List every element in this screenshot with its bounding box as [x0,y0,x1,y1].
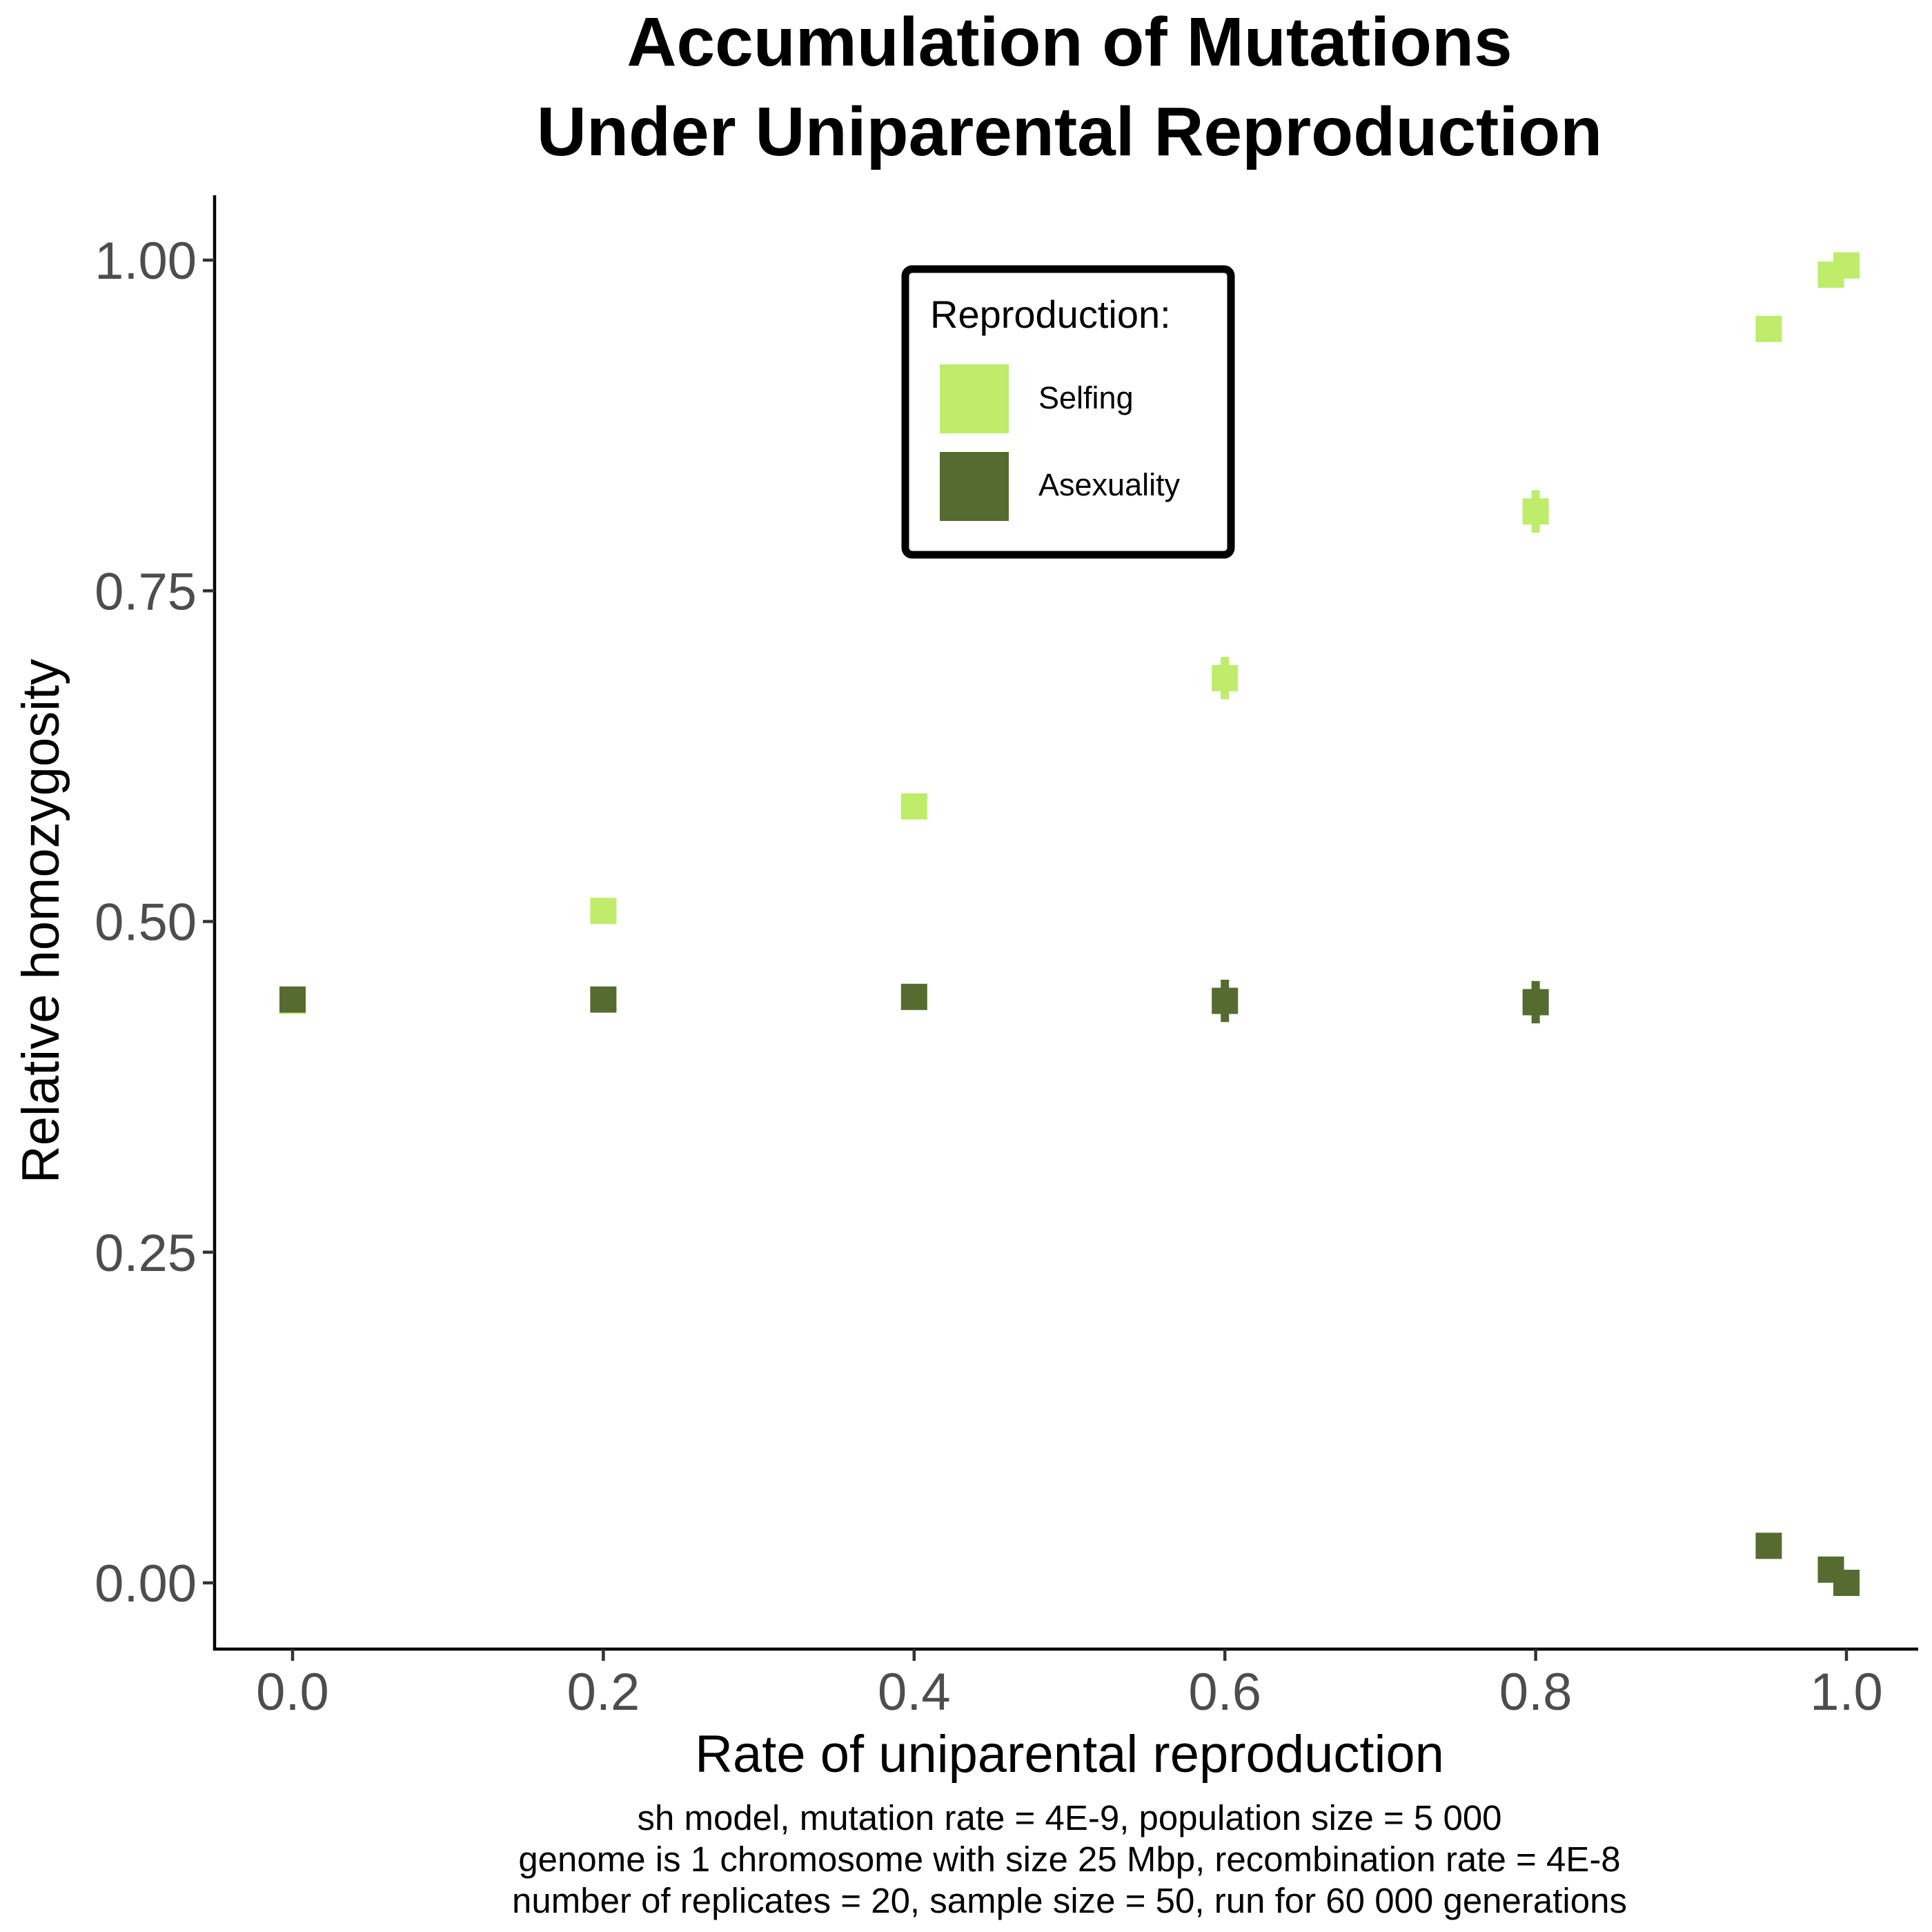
point-asexuality [279,986,306,1013]
point-asexuality [900,983,927,1010]
marker-asexuality [1522,989,1549,1016]
point-selfing [1755,315,1782,342]
point-asexuality [1522,980,1549,1024]
point-asexuality [590,986,617,1013]
caption-line-2: genome is 1 chromosome with size 25 Mbp,… [518,1840,1620,1879]
y-ticks: 0.00 0.25 0.50 0.75 1.00 [95,232,215,1613]
x-tick-label: 0.0 [256,1663,329,1722]
x-tick-label: 0.4 [878,1663,951,1722]
data-points [279,252,1860,1596]
y-tick-label: 0.50 [95,894,197,952]
marker-asexuality [590,986,617,1013]
legend-label-asexuality: Asexuality [1038,467,1181,502]
marker-asexuality [1212,987,1239,1014]
y-tick-label: 0.25 [95,1224,197,1283]
legend-key-asexuality [940,452,1009,521]
point-selfing [1212,657,1239,700]
marker-asexuality [279,986,306,1013]
legend: Reproduction: Selfing Asexuality [901,265,1235,559]
legend-title: Reproduction: [930,293,1171,336]
x-tick-label: 0.6 [1188,1663,1261,1722]
y-tick-label: 0.00 [95,1555,197,1613]
marker-asexuality [1755,1532,1782,1559]
point-asexuality [1212,979,1239,1023]
point-selfing [590,898,617,925]
point-selfing [900,793,927,820]
marker-selfing [1755,315,1782,342]
caption-line-1: sh model, mutation rate = 4E-9, populati… [637,1798,1501,1837]
marker-selfing [1522,498,1549,525]
x-axis-title: Rate of uniparental reproduction [695,1725,1444,1784]
x-tick-label: 1.0 [1810,1663,1883,1722]
y-axis-title: Relative homozygosity [12,659,70,1183]
y-tick-label: 0.75 [95,562,197,621]
marker-asexuality [1833,1570,1860,1596]
chart-title-line-2: Under Uniparental Reproduction [537,93,1603,170]
point-asexuality [1833,1570,1860,1596]
x-tick-label: 0.8 [1499,1663,1573,1722]
legend-key-selfing [940,364,1009,433]
chart-title-line-1: Accumulation of Mutations [627,3,1512,81]
point-selfing [1522,490,1549,533]
legend-label-selfing: Selfing [1038,380,1134,415]
point-asexuality [1755,1532,1782,1559]
marker-asexuality [900,983,927,1010]
x-ticks: 0.0 0.2 0.4 0.6 0.8 1.0 [256,1649,1883,1722]
marker-selfing [1212,664,1239,691]
caption-line-3: number of replicates = 20, sample size =… [512,1881,1627,1920]
x-tick-label: 0.2 [567,1663,640,1722]
marker-selfing [1833,252,1860,279]
point-selfing [1833,252,1860,279]
y-tick-label: 1.00 [95,232,197,290]
marker-selfing [900,793,927,820]
marker-selfing [590,898,617,925]
